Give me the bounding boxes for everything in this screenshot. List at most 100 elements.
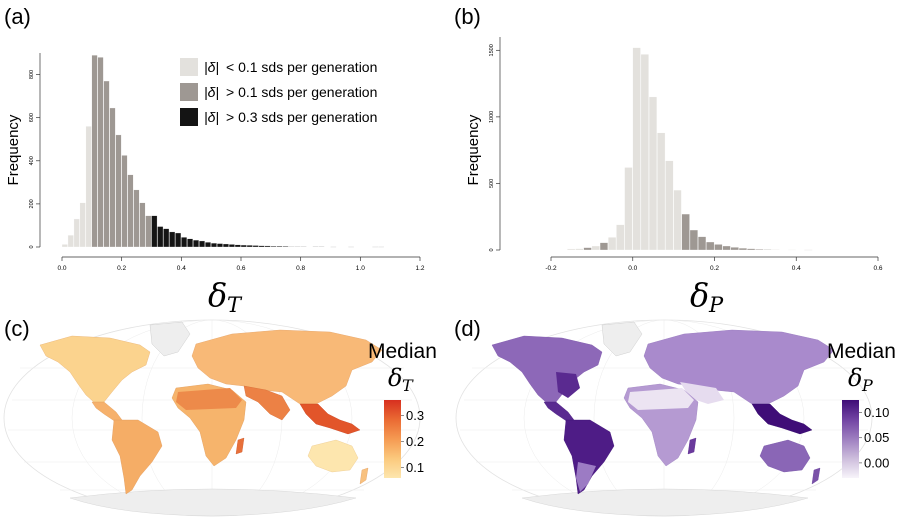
- southeast-asia-c: [299, 403, 361, 435]
- bar-a-16: [157, 226, 164, 248]
- bar-b-2: [583, 247, 592, 251]
- legend-symbol-0: |δ|: [204, 59, 219, 75]
- y-ticks-a: 0 200 400 600 800: [29, 70, 40, 249]
- x-tick-label-b-3: 0.4: [792, 265, 801, 272]
- bar-b-11: [657, 132, 666, 251]
- bar-a-32: [252, 245, 259, 248]
- map-median-delta-t: (c): [3, 316, 437, 517]
- colorbar-tick-label-d-1: 0.05: [864, 430, 889, 445]
- bar-a-24: [205, 242, 211, 248]
- colorbar-sub-c: T: [402, 376, 414, 395]
- bar-a-28: [228, 244, 235, 248]
- bar-a-26: [216, 243, 223, 248]
- legend: |δ| < 0.1 sds per generation |δ| > 0.1 sds …: [180, 58, 377, 126]
- bar-a-35: [270, 245, 277, 248]
- legend-swatch-1: [180, 83, 198, 101]
- madagascar-c: [235, 437, 245, 455]
- y-tick-label-b-2: 1000: [489, 111, 495, 123]
- bar-a-12: [133, 189, 140, 248]
- bar-a-27: [222, 243, 229, 248]
- colorbar-d: Median δ P 0.10 0.05 0.00: [827, 340, 896, 478]
- south-america-c: [111, 419, 163, 495]
- x-tick-label-a-4: 0.8: [296, 265, 305, 272]
- world-map-c: [3, 319, 421, 517]
- bar-a-14: [145, 215, 152, 248]
- bar-b-20: [730, 247, 739, 251]
- bar-a-6: [97, 57, 104, 248]
- histogram-delta-p: (b) -0.2 0.0 0.2 0.4 0.6 0 500 1000 1500 Freque…: [454, 4, 883, 317]
- bar-a-4: [85, 126, 92, 248]
- australia-d: [759, 439, 811, 473]
- bar-b-6: [616, 224, 625, 251]
- eastern-us-d: [556, 372, 580, 398]
- bar-b-21: [738, 247, 747, 251]
- legend-swatch-2: [180, 108, 198, 126]
- y-tick-label-a-0: 0: [29, 245, 35, 248]
- colorbar-tick-label-c-1: 0.2: [406, 434, 424, 449]
- y-tick-label-a-2: 400: [29, 156, 35, 165]
- x-label-symbol-b: δ: [690, 276, 709, 314]
- bar-a-2: [73, 218, 80, 248]
- sahara-c: [176, 388, 242, 410]
- south-asia-c: [243, 385, 291, 421]
- north-america-c: [39, 335, 151, 405]
- bar-a-11: [127, 174, 134, 248]
- x-tick-label-b-2: 0.2: [710, 265, 719, 272]
- bar-a-21: [187, 238, 194, 248]
- antarctica-d: [521, 488, 809, 517]
- bar-b-10: [648, 96, 658, 251]
- world-map-d: [455, 319, 873, 517]
- y-tick-label-a-4: 800: [29, 70, 35, 79]
- bar-b-12: [665, 160, 674, 251]
- colorbar-ticks-d: 0.10 0.05 0.00: [859, 405, 889, 470]
- madagascar-d: [687, 437, 697, 455]
- colorbar-symbol-c: δ: [388, 364, 402, 392]
- legend-symbol-1: |δ|: [204, 84, 219, 100]
- map-median-delta-p: (d): [454, 316, 896, 517]
- legend-swatch-0: [180, 58, 198, 76]
- antarctica-c: [69, 488, 357, 517]
- bar-a-15: [151, 215, 158, 248]
- x-axis-label-b: δ P: [690, 276, 724, 317]
- x-tick-label-a-1: 0.2: [117, 265, 126, 272]
- x-tick-label-a-2: 0.4: [177, 265, 186, 272]
- y-tick-label-b-0: 0: [489, 248, 495, 251]
- histogram-bars-a: [61, 55, 384, 248]
- bar-a-8: [109, 107, 116, 248]
- x-ticks-b: -0.2 0.0 0.2 0.4 0.6: [545, 257, 883, 272]
- x-tick-label-a-5: 1.0: [356, 265, 365, 272]
- bar-a-10: [121, 155, 128, 248]
- y-axis-label-b: Frequency: [465, 114, 482, 185]
- y-tick-label-b-3: 1500: [489, 44, 495, 56]
- bar-b-4: [599, 242, 608, 251]
- colorbar-gradient-c: [384, 400, 401, 478]
- new-zealand-d: [811, 467, 821, 485]
- y-tick-label-b-1: 500: [489, 179, 495, 188]
- bar-a-5: [91, 55, 98, 248]
- panel-label-c: (c): [4, 316, 30, 341]
- x-label-sub-a: T: [227, 293, 243, 317]
- bar-a-3: [79, 202, 86, 248]
- colorbar-c: Median δ T 0.3 0.2 0.1: [368, 340, 437, 478]
- panel-label-d: (d): [454, 316, 481, 341]
- southeast-asia-d: [751, 403, 813, 435]
- histogram-bars-b: [567, 47, 813, 251]
- legend-symbol-2: |δ|: [204, 109, 219, 125]
- x-label-sub-b: P: [708, 293, 724, 317]
- bar-a-29: [234, 244, 241, 248]
- sahara-d: [628, 388, 694, 410]
- colorbar-tick-label-c-0: 0.3: [406, 408, 424, 423]
- bar-a-0: [61, 244, 68, 248]
- bar-a-31: [246, 245, 253, 248]
- x-tick-label-b-0: -0.2: [545, 265, 557, 272]
- bar-b-5: [608, 237, 617, 251]
- x-label-symbol-a: δ: [208, 276, 227, 314]
- bar-b-19: [722, 245, 731, 251]
- colorbar-tick-label-d-0: 0.10: [864, 405, 889, 420]
- bar-a-17: [163, 228, 170, 248]
- panel-label-a: (a): [4, 4, 31, 29]
- bar-a-34: [264, 245, 271, 248]
- panel-label-b: (b): [454, 4, 481, 29]
- colorbar-tick-label-d-2: 0.00: [864, 455, 889, 470]
- y-ticks-b: 0 500 1000 1500: [489, 44, 500, 252]
